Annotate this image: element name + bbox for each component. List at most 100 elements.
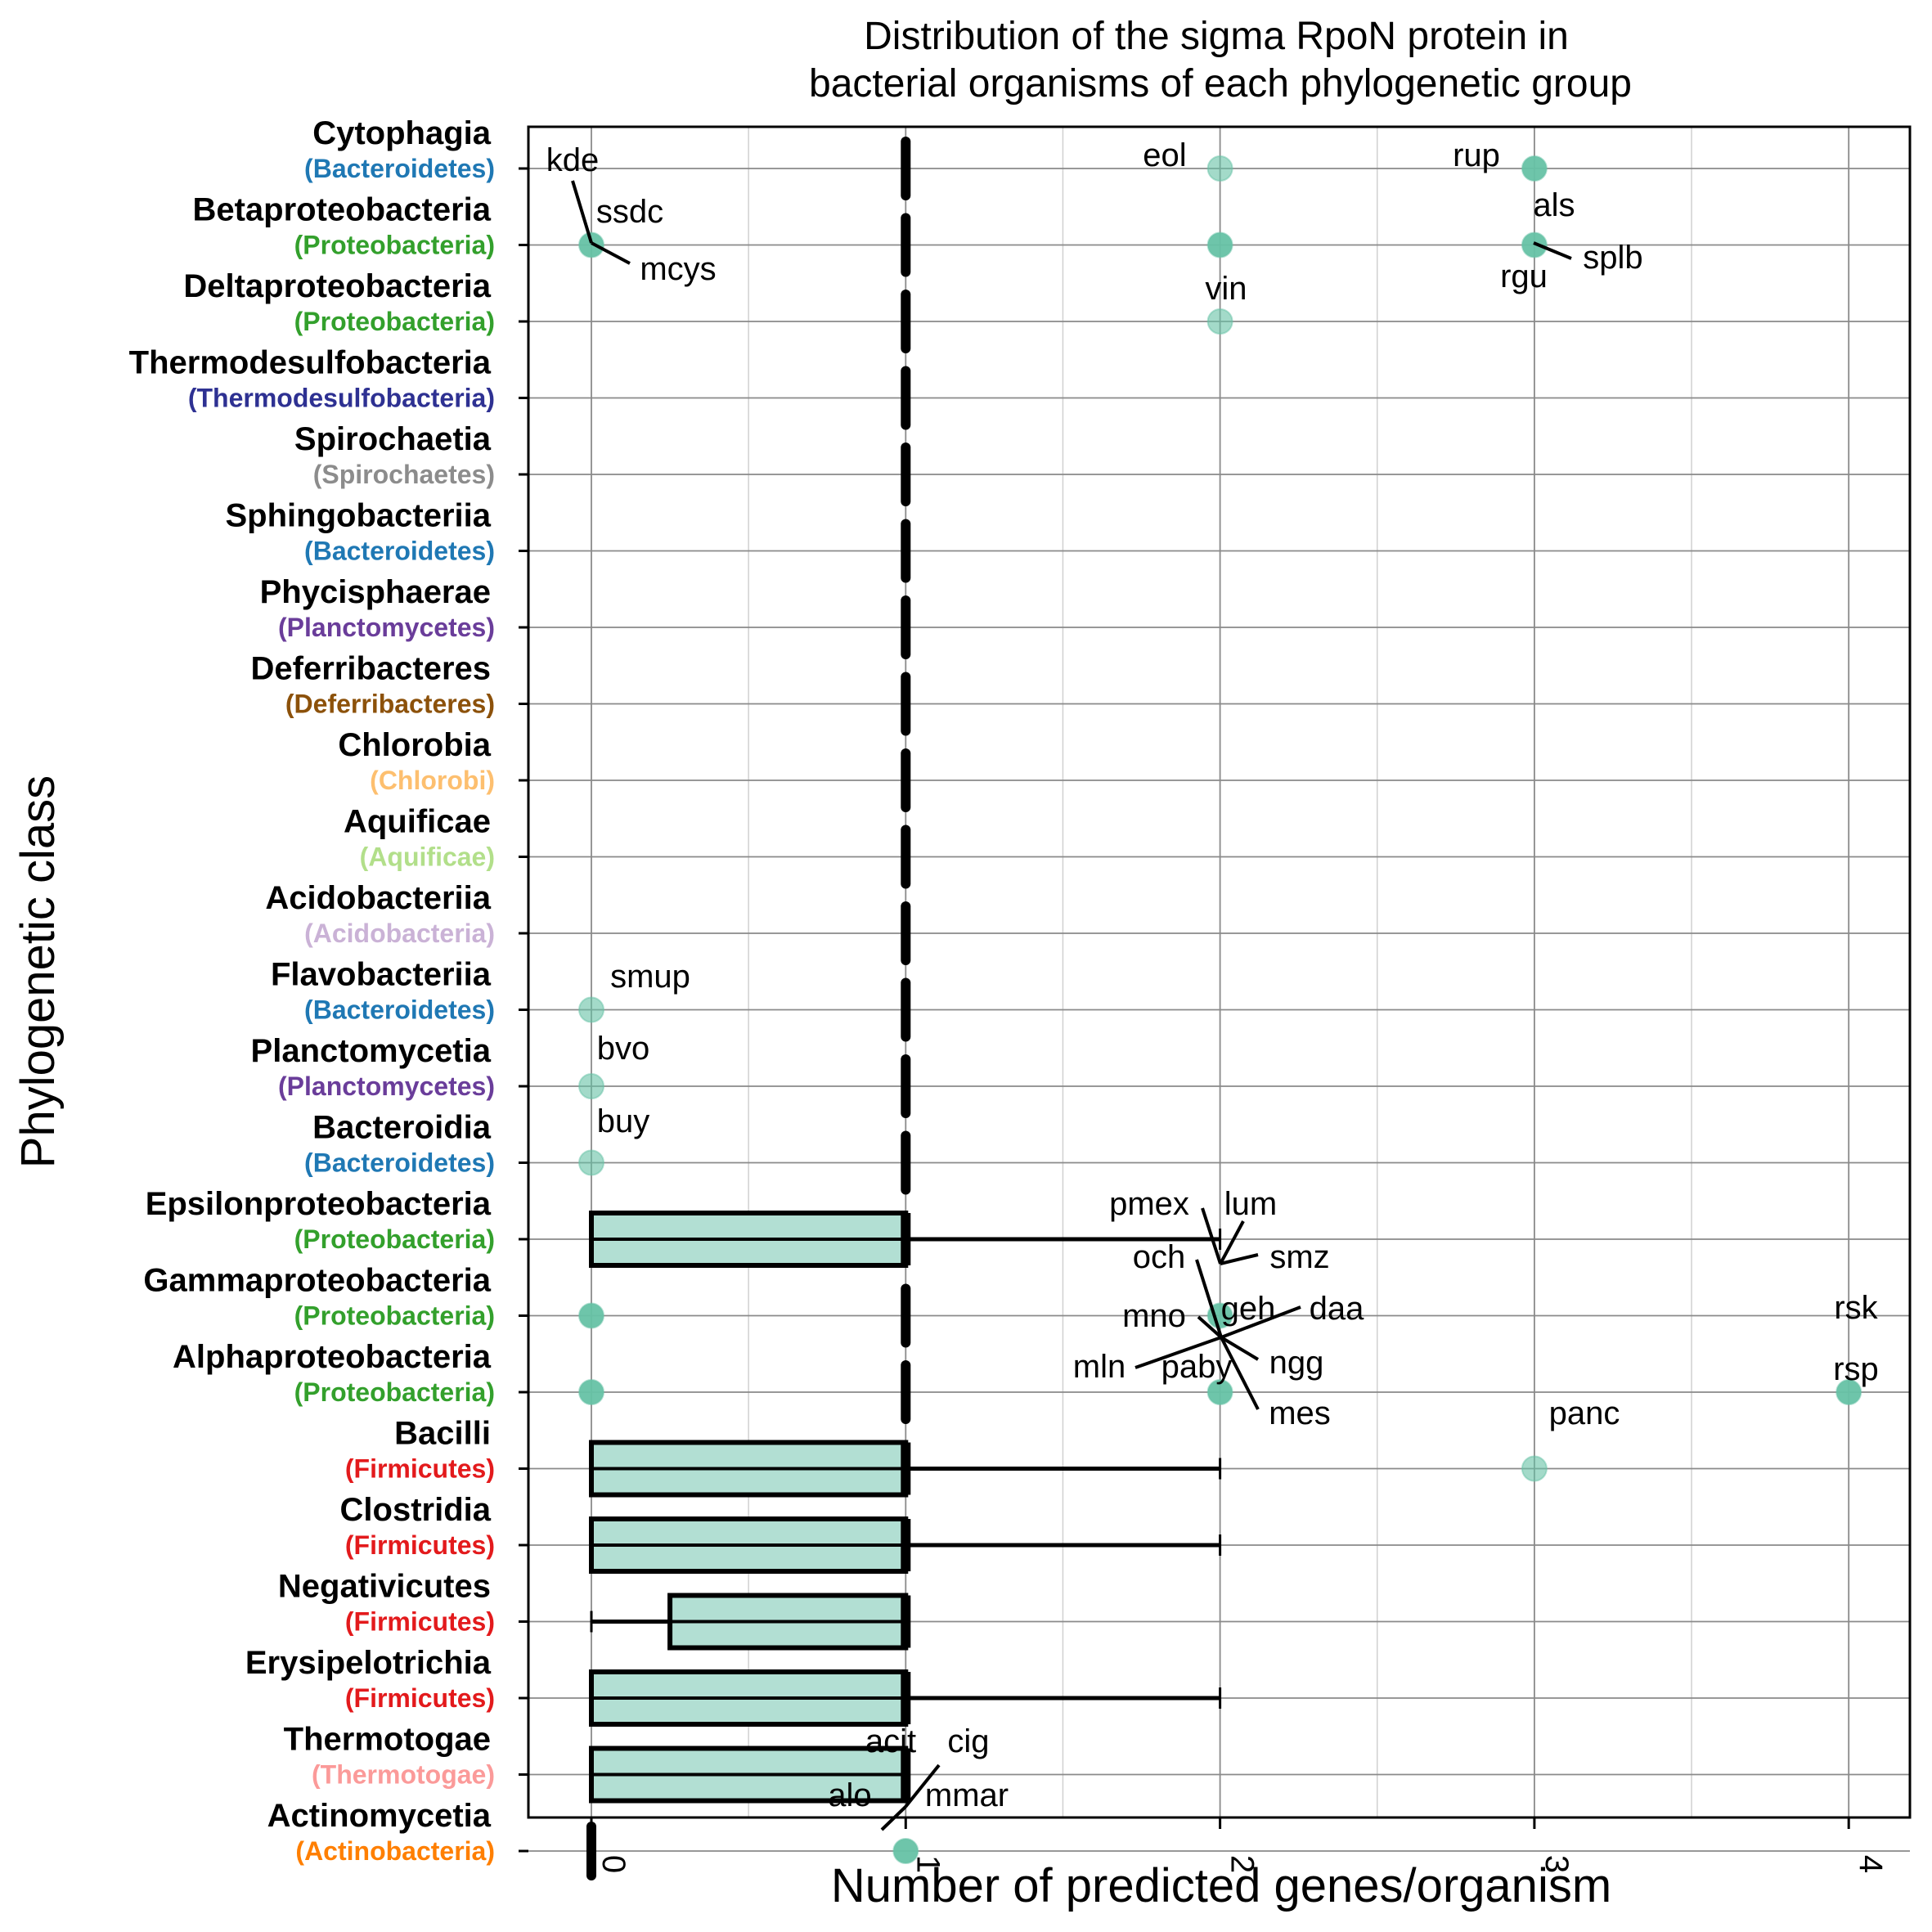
phylum-label: (Planctomycetes) xyxy=(278,613,495,642)
phylum-label: (Bacteroidetes) xyxy=(304,1148,495,1178)
x-tick-label: 2 xyxy=(1224,1855,1260,1873)
category-label: Thermotogae xyxy=(284,1722,491,1758)
y-axis-title: Phylogenetic class xyxy=(11,775,65,1168)
phylum-label: (Aquificae) xyxy=(360,842,495,872)
phylum-label: (Firmicutes) xyxy=(345,1607,495,1637)
category-label: Thermodesulfobacteria xyxy=(129,345,492,381)
point-label: rgu xyxy=(1500,258,1548,294)
phylum-label: (Actinobacteria) xyxy=(295,1836,495,1866)
x-tick-label: 3 xyxy=(1539,1855,1575,1873)
phylum-label: (Proteobacteria) xyxy=(294,1377,495,1407)
point-label: paby xyxy=(1161,1349,1233,1385)
phylum-label: (Planctomycetes) xyxy=(278,1072,495,1101)
phylum-label: (Chlorobi) xyxy=(370,766,495,795)
point-label: alo xyxy=(828,1777,871,1813)
x-tick-label: 4 xyxy=(1853,1855,1889,1873)
category-label: Gammaproteobacteria xyxy=(143,1263,491,1299)
point-label: pmex xyxy=(1109,1186,1189,1222)
point-label: ssdc xyxy=(596,194,663,230)
chart-title-line-1: Distribution of the sigma RpoN protein i… xyxy=(864,15,1569,58)
data-point xyxy=(578,231,604,258)
leader-line xyxy=(904,1764,941,1808)
point-label: panc xyxy=(1549,1395,1620,1431)
category-label: Planctomycetia xyxy=(251,1033,492,1069)
data-point xyxy=(892,1838,919,1864)
point-label: geh xyxy=(1221,1291,1276,1327)
phylum-label: (Proteobacteria) xyxy=(294,307,495,336)
point-label: bvo xyxy=(597,1031,650,1067)
category-label: Erysipelotrichia xyxy=(245,1645,492,1681)
data-point xyxy=(1206,308,1233,335)
chart-title-line-2: bacterial organisms of each phylogenetic… xyxy=(809,62,1632,106)
data-point xyxy=(1206,155,1233,182)
category-label: Epsilonproteobacteria xyxy=(146,1186,492,1222)
point-label: daa xyxy=(1310,1291,1364,1327)
phylum-label: (Deferribacteres) xyxy=(285,690,495,719)
point-label: eol xyxy=(1143,137,1186,173)
x-axis: 0 1 2 3 4 xyxy=(590,1817,1889,1873)
phylum-label: (Proteobacteria) xyxy=(294,1301,495,1331)
phylum-label: (Bacteroidetes) xyxy=(304,537,495,566)
point-label: buy xyxy=(597,1103,650,1139)
category-label: Cytophagia xyxy=(312,115,492,151)
point-label: rsp xyxy=(1833,1351,1879,1387)
point-label: och xyxy=(1133,1239,1186,1275)
point-label: splb xyxy=(1583,240,1642,276)
point-label: smz xyxy=(1269,1239,1329,1275)
category-label: Alphaproteobacteria xyxy=(173,1339,492,1375)
y-axis: Cytophagia (Bacteroidetes) Betaproteobacte… xyxy=(129,115,528,1866)
phylum-label: (Firmicutes) xyxy=(345,1454,495,1484)
phylum-label: (Acidobacteria) xyxy=(304,919,495,948)
label-leader-lines xyxy=(571,180,1572,1831)
leader-line xyxy=(1533,241,1572,260)
data-point xyxy=(578,1302,604,1329)
leader-line xyxy=(1219,1220,1245,1265)
data-point xyxy=(1521,155,1548,182)
point-label: rsk xyxy=(1834,1290,1878,1326)
category-label: Bacteroidia xyxy=(312,1110,492,1146)
category-label: Clostridia xyxy=(340,1492,492,1528)
grid xyxy=(528,127,1910,1852)
point-label: mmar xyxy=(925,1777,1009,1813)
phylum-label: (Proteobacteria) xyxy=(294,231,495,260)
data-point xyxy=(578,1073,604,1099)
leader-line xyxy=(1220,1337,1260,1410)
leader-line xyxy=(591,241,631,265)
leader-line xyxy=(1201,1207,1222,1265)
category-label: Aquificae xyxy=(344,804,491,840)
category-label: Betaproteobacteria xyxy=(192,192,491,228)
leader-line xyxy=(1220,1305,1301,1339)
data-point xyxy=(1206,231,1233,258)
chart-title: Distribution of the sigma RpoN protein i… xyxy=(809,15,1632,106)
phylum-label: (Bacteroidetes) xyxy=(304,995,495,1025)
x-tick-label: 1 xyxy=(910,1855,946,1873)
leader-line xyxy=(1220,1253,1259,1265)
data-point xyxy=(1835,1379,1862,1405)
leader-line xyxy=(1220,1336,1260,1361)
category-label: Actinomycetia xyxy=(267,1798,492,1834)
category-label: Deltaproteobacteria xyxy=(183,268,491,304)
data-point xyxy=(578,1379,604,1405)
point-label: mln xyxy=(1073,1349,1126,1385)
category-label: Chlorobia xyxy=(338,727,491,763)
phylum-label: (Firmicutes) xyxy=(345,1683,495,1713)
phylum-label: (Bacteroidetes) xyxy=(304,154,495,183)
phylum-label: (Thermodesulfobacteria) xyxy=(188,384,495,413)
point-label: acit xyxy=(865,1723,916,1759)
category-label: Negativicutes xyxy=(278,1569,491,1605)
leader-line xyxy=(1134,1336,1222,1369)
point-label: als xyxy=(1533,187,1575,223)
category-label: Phycisphaerae xyxy=(260,574,491,610)
point-label: ngg xyxy=(1269,1345,1324,1381)
data-point xyxy=(578,1149,604,1176)
points-group xyxy=(578,155,1862,1864)
point-label: cig xyxy=(947,1723,989,1759)
point-label: kde xyxy=(546,142,600,178)
data-point xyxy=(1521,1455,1548,1482)
phylum-label: (Spirochaetes) xyxy=(313,460,495,489)
x-axis-title: Number of predicted genes/organism xyxy=(831,1859,1611,1912)
boxes-group xyxy=(586,1211,1222,1880)
point-label: rup xyxy=(1453,137,1500,173)
